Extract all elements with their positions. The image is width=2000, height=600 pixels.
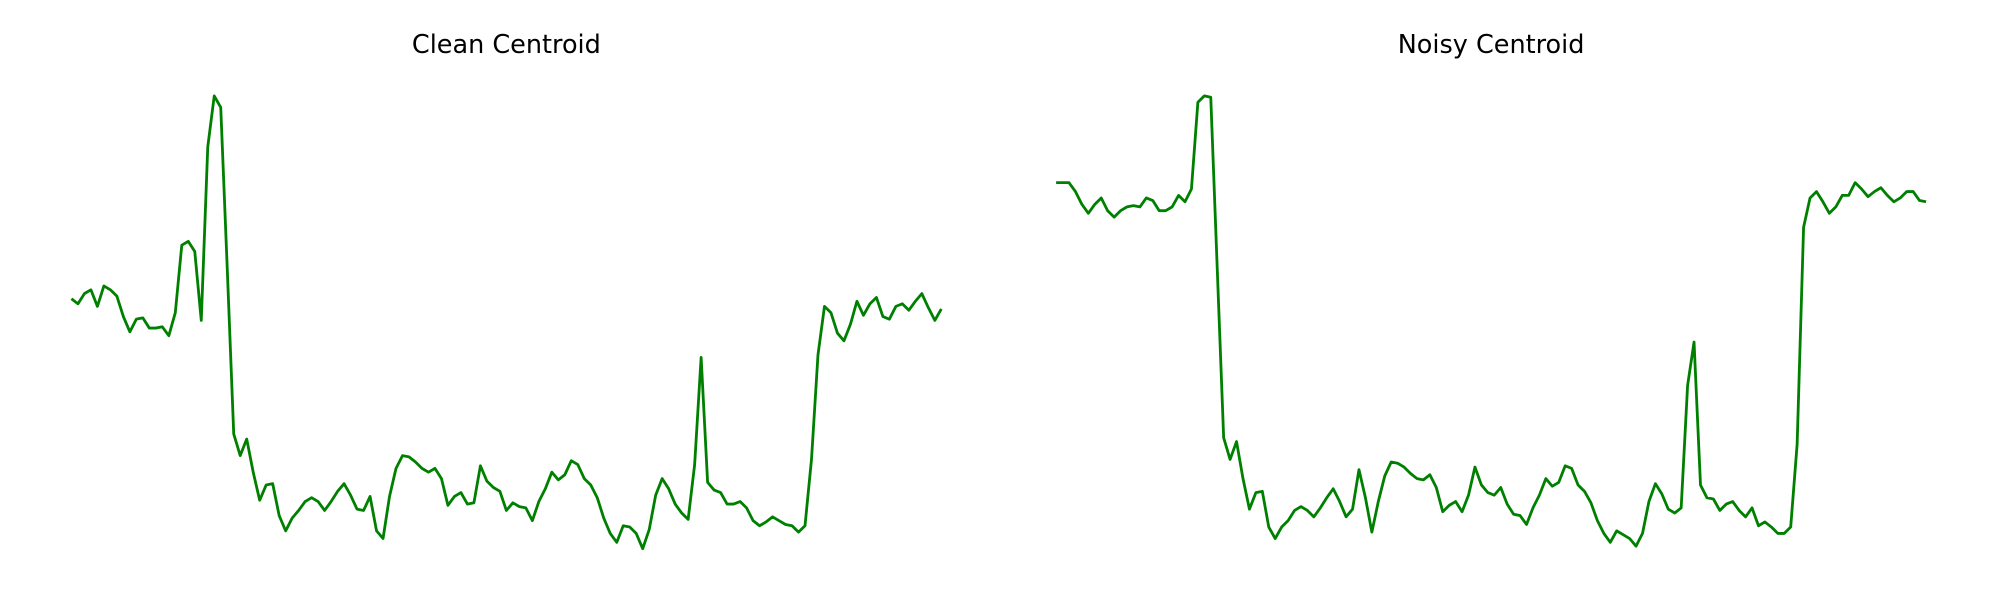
chart-title: Clean Centroid xyxy=(412,30,601,60)
chart-title: Noisy Centroid xyxy=(1398,30,1585,60)
data-line xyxy=(1056,94,1927,548)
data-line xyxy=(70,94,943,551)
